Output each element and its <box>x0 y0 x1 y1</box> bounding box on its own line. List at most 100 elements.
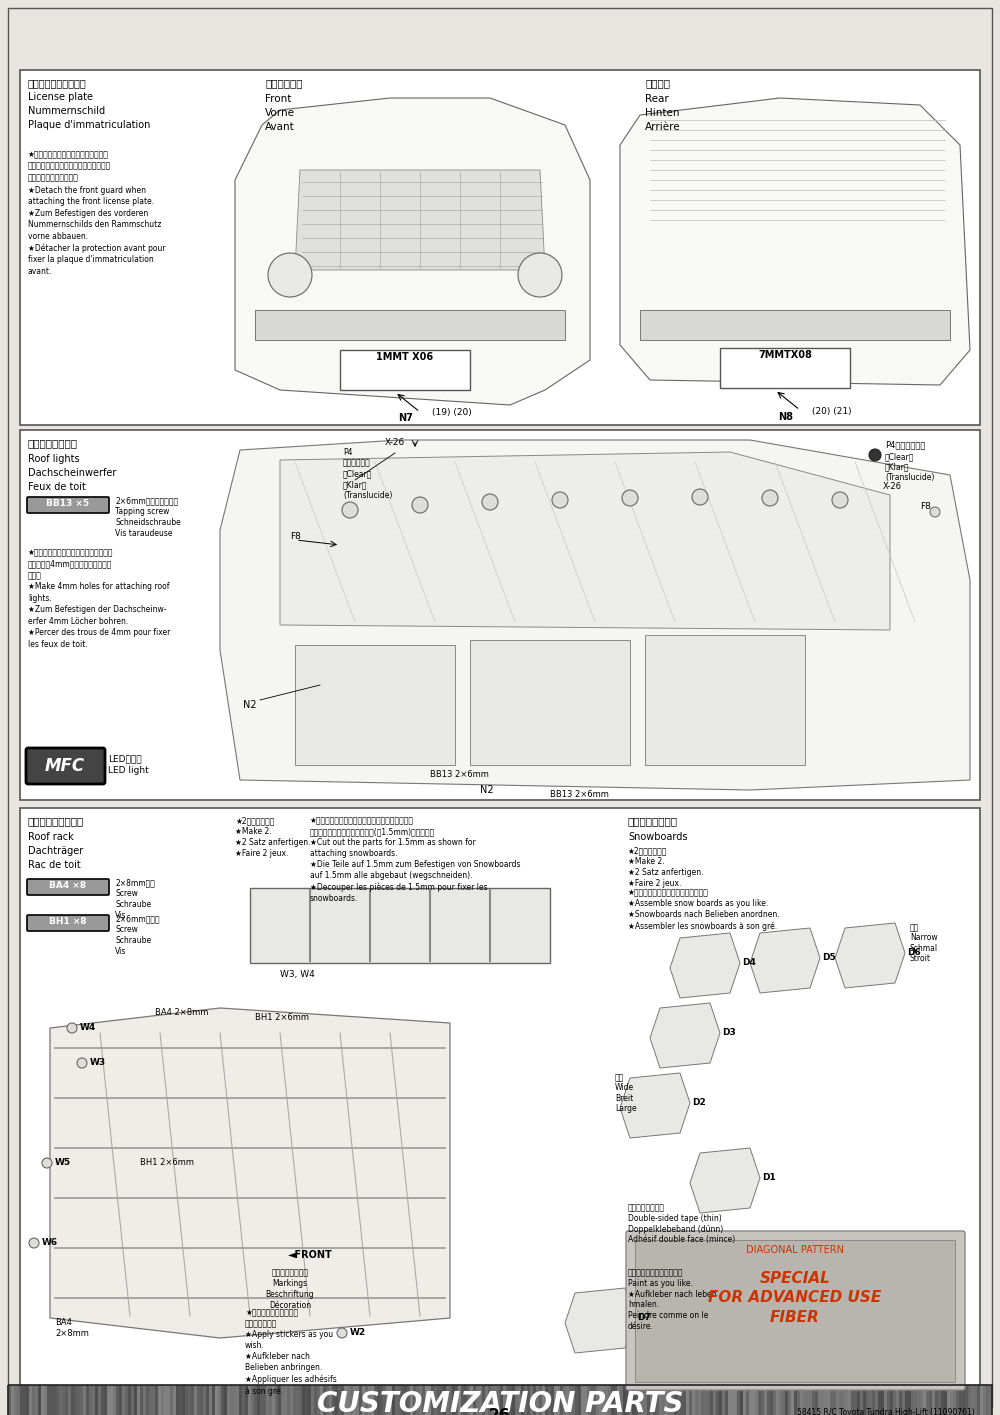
Text: X-26: X-26 <box>385 439 405 447</box>
Bar <box>170 1385 173 1415</box>
Text: 広い
Wide
Breit
Large: 広い Wide Breit Large <box>615 1073 637 1114</box>
Text: （Clear）
（Klar）
(Translucide): （Clear） （Klar） (Translucide) <box>885 451 934 481</box>
Bar <box>845 1385 848 1415</box>
Bar <box>530 1385 533 1415</box>
Bar <box>707 1385 710 1415</box>
Text: D6: D6 <box>907 948 921 957</box>
Bar <box>812 1385 815 1415</box>
Text: 1MMT X06: 1MMT X06 <box>376 352 434 362</box>
Bar <box>557 1385 560 1415</box>
Text: License plate
Nummernschild
Plaque d'immatriculation: License plate Nummernschild Plaque d'imm… <box>28 92 150 130</box>
Bar <box>608 1385 611 1415</box>
Bar <box>401 1385 404 1415</box>
Text: W3, W4: W3, W4 <box>280 971 315 979</box>
Bar <box>95 1385 98 1415</box>
Bar <box>671 1385 674 1415</box>
Circle shape <box>67 1023 77 1033</box>
Bar <box>917 1385 920 1415</box>
Bar <box>212 1385 215 1415</box>
Bar <box>68 1385 71 1415</box>
Bar <box>767 1385 770 1415</box>
Text: BA4 ×8: BA4 ×8 <box>49 882 87 890</box>
Bar <box>50 1385 53 1415</box>
Circle shape <box>342 502 358 518</box>
Bar <box>404 1385 407 1415</box>
Bar <box>734 1385 737 1415</box>
Bar <box>728 1385 731 1415</box>
Bar <box>692 1385 695 1415</box>
Bar <box>332 1385 335 1415</box>
Bar <box>250 889 550 964</box>
Bar <box>272 1385 275 1415</box>
Circle shape <box>77 1058 87 1068</box>
Bar <box>866 1385 869 1415</box>
Bar <box>464 1385 467 1415</box>
Bar <box>101 1385 104 1415</box>
Text: D1: D1 <box>762 1173 776 1182</box>
Text: DIAGONAL PATTERN: DIAGONAL PATTERN <box>746 1245 844 1255</box>
Bar <box>521 1385 524 1415</box>
Bar <box>242 1385 245 1415</box>
Bar <box>119 1385 122 1415</box>
Bar <box>452 1385 455 1415</box>
Bar <box>353 1385 356 1415</box>
Text: Snowboards: Snowboards <box>628 832 688 842</box>
Bar <box>683 1385 686 1415</box>
Bar <box>881 1385 884 1415</box>
Bar <box>482 1385 485 1415</box>
Text: Rear
Hinten
Arrière: Rear Hinten Arrière <box>645 93 681 132</box>
Bar <box>80 1385 83 1415</box>
Bar <box>824 1385 827 1415</box>
Bar <box>941 1385 944 1415</box>
Bar <box>806 1385 809 1415</box>
Text: X-26: X-26 <box>883 483 902 491</box>
Bar <box>266 1385 269 1415</box>
Bar <box>632 1385 635 1415</box>
Bar <box>233 1385 236 1415</box>
Polygon shape <box>690 1148 760 1213</box>
Bar <box>509 1385 512 1415</box>
Bar <box>740 1385 743 1415</box>
Bar <box>611 1385 614 1415</box>
Bar <box>614 1385 617 1415</box>
Bar <box>635 1385 638 1415</box>
Bar <box>746 1385 749 1415</box>
Bar <box>782 1385 785 1415</box>
Text: F8: F8 <box>290 532 301 541</box>
Bar <box>893 1385 896 1415</box>
Bar <box>245 1385 248 1415</box>
FancyBboxPatch shape <box>26 749 105 784</box>
Bar <box>932 1385 935 1415</box>
Bar <box>167 1385 170 1415</box>
Bar <box>254 1385 257 1415</box>
Bar <box>518 1385 521 1415</box>
Text: 58415 R/C Toyota Tundra High-Lift (11090761): 58415 R/C Toyota Tundra High-Lift (11090… <box>797 1408 975 1415</box>
Circle shape <box>552 492 568 508</box>
Bar <box>344 1385 347 1415</box>
Bar <box>92 1385 95 1415</box>
Bar <box>770 1385 773 1415</box>
Bar <box>98 1385 101 1415</box>
Bar <box>989 1385 992 1415</box>
Bar <box>884 1385 887 1415</box>
Bar <box>938 1385 941 1415</box>
Bar <box>422 1385 425 1415</box>
Bar <box>515 1385 518 1415</box>
Bar <box>449 1385 452 1415</box>
Polygon shape <box>280 451 890 630</box>
Bar <box>749 1385 752 1415</box>
Bar <box>104 1385 107 1415</box>
Bar <box>14 1385 17 1415</box>
Bar <box>980 1385 983 1415</box>
Bar <box>596 1385 599 1415</box>
Bar <box>38 1385 41 1415</box>
Bar <box>645 635 805 766</box>
Text: N8: N8 <box>778 412 793 422</box>
Bar <box>284 1385 287 1415</box>
Bar <box>758 1385 761 1415</box>
Bar <box>152 1385 155 1415</box>
Polygon shape <box>620 98 970 385</box>
Bar <box>470 640 630 766</box>
Bar <box>695 1385 698 1415</box>
Bar <box>776 1385 779 1415</box>
